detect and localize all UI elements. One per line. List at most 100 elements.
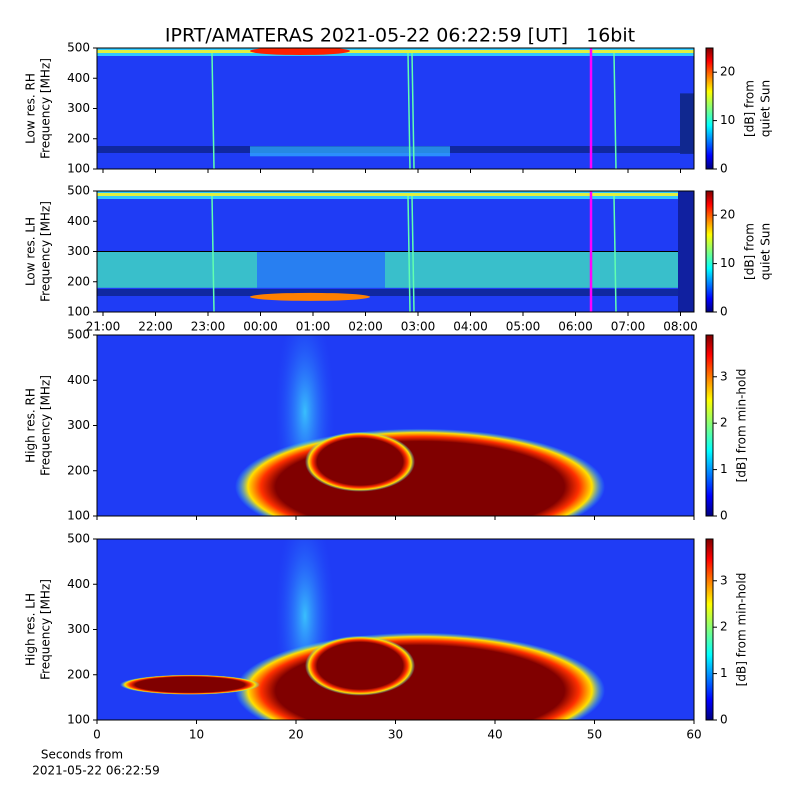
y-tick-label: 500 [67, 41, 90, 55]
colorbar-tick-label: 1 [720, 666, 728, 680]
colorbar-tick-label: 0 [720, 162, 728, 176]
colorbar [705, 334, 714, 517]
band [678, 191, 694, 312]
x-tick-label: 02:00 [348, 320, 383, 334]
x-tick-label: 07:00 [611, 320, 646, 334]
y-tick-label: 400 [67, 214, 90, 228]
colorbar-tick-label: 1 [720, 462, 728, 476]
heatmap [97, 335, 694, 516]
y-axis-label: High res. RH [24, 388, 38, 463]
x-tick-label: 60 [686, 728, 701, 742]
y-tick-label: 100 [67, 713, 90, 727]
y-axis-label: High res. LH [24, 593, 38, 666]
y-axis-label: Frequency [MHz] [39, 375, 53, 476]
band [97, 251, 257, 288]
heatmap [97, 191, 694, 312]
x-tick-label: 00:00 [243, 320, 278, 334]
burst-line [613, 195, 617, 312]
burst [235, 428, 605, 516]
y-tick-label: 300 [67, 418, 90, 432]
colorbar-label: [dB] from min-hold [735, 573, 749, 687]
colorbar-label: quiet Sun [759, 223, 773, 280]
band [385, 251, 680, 288]
x-tick-label: 01:00 [296, 320, 331, 334]
colorbar-label: [dB] from min-hold [735, 369, 749, 483]
colorbar-tick-label: 2 [720, 416, 728, 430]
y-tick-label: 300 [67, 101, 90, 115]
burst-line [411, 195, 415, 312]
x-tick-label: 50 [587, 728, 602, 742]
band [680, 93, 694, 154]
x-tick-label: 40 [487, 728, 502, 742]
y-tick-label: 500 [67, 532, 90, 546]
x-tick-label: 10 [189, 728, 204, 742]
y-tick-label: 400 [67, 373, 90, 387]
y-tick-label: 200 [67, 131, 90, 145]
burst-line [407, 52, 411, 169]
colorbar [705, 538, 714, 721]
x-tick-label: 22:00 [138, 320, 173, 334]
x-tick-label: 21:00 [86, 320, 121, 334]
y-axis-label: Low res. LH [24, 217, 38, 286]
y-tick-label: 100 [67, 509, 90, 523]
x-tick-label: 03:00 [401, 320, 436, 334]
colorbar-tick-label: 0 [720, 305, 728, 319]
y-axis-label: Low res. RH [24, 73, 38, 144]
y-axis-label: Frequency [MHz] [39, 201, 53, 302]
y-axis-label: Frequency [MHz] [39, 58, 53, 159]
burst-line [613, 52, 617, 169]
burst [120, 674, 260, 695]
colorbar-tick-label: 3 [720, 369, 728, 383]
colorbar-tick-label: 20 [720, 208, 735, 222]
y-tick-label: 100 [67, 305, 90, 319]
y-tick-label: 500 [67, 184, 90, 198]
y-tick-label: 100 [67, 162, 90, 176]
burst [305, 635, 415, 696]
colorbar-tick-label: 2 [720, 620, 728, 634]
heatmap [97, 539, 694, 720]
y-tick-label: 200 [67, 463, 90, 477]
x-tick-label: 23:00 [191, 320, 226, 334]
x-tick-label: 20 [288, 728, 303, 742]
colorbar-tick-label: 20 [720, 65, 735, 79]
colorbar [705, 190, 714, 313]
x-tick-label: 0 [93, 728, 101, 742]
y-axis-label: Frequency [MHz] [39, 579, 53, 680]
band [250, 146, 450, 157]
y-tick-label: 400 [67, 577, 90, 591]
colorbar-tick-label: 3 [720, 573, 728, 587]
x-axis-label: Seconds from [41, 748, 123, 762]
colorbar-tick-label: 0 [720, 713, 728, 727]
band [257, 251, 385, 288]
band [97, 193, 694, 196]
y-tick-label: 400 [67, 71, 90, 85]
colorbar-tick-label: 10 [720, 256, 735, 270]
band [250, 292, 370, 301]
y-tick-label: 200 [67, 667, 90, 681]
burst [305, 431, 415, 492]
colorbar-tick-label: 10 [720, 113, 735, 127]
burst-line [411, 52, 415, 169]
colorbar-label: [dB] from [743, 223, 757, 280]
y-tick-label: 300 [67, 244, 90, 258]
x-tick-label: 04:00 [453, 320, 488, 334]
y-tick-label: 300 [67, 622, 90, 636]
x-tick-label: 05:00 [506, 320, 541, 334]
colorbar-tick-label: 0 [720, 509, 728, 523]
figure-title: IPRT/AMATERAS 2021-05-22 06:22:59 [UT] 1… [165, 25, 635, 47]
y-tick-label: 200 [67, 274, 90, 288]
band [97, 50, 694, 53]
x-tick-label: 08:00 [663, 320, 698, 334]
x-axis-label: 2021-05-22 06:22:59 [32, 764, 159, 778]
band [97, 289, 694, 296]
colorbar [705, 47, 714, 170]
x-tick-label: 30 [388, 728, 403, 742]
colorbar-label: quiet Sun [759, 80, 773, 137]
burst-line [211, 195, 215, 312]
band [250, 48, 350, 55]
colorbar-label: [dB] from [743, 80, 757, 137]
x-tick-label: 06:00 [558, 320, 593, 334]
burst-line [211, 52, 215, 169]
burst-line [407, 195, 411, 312]
